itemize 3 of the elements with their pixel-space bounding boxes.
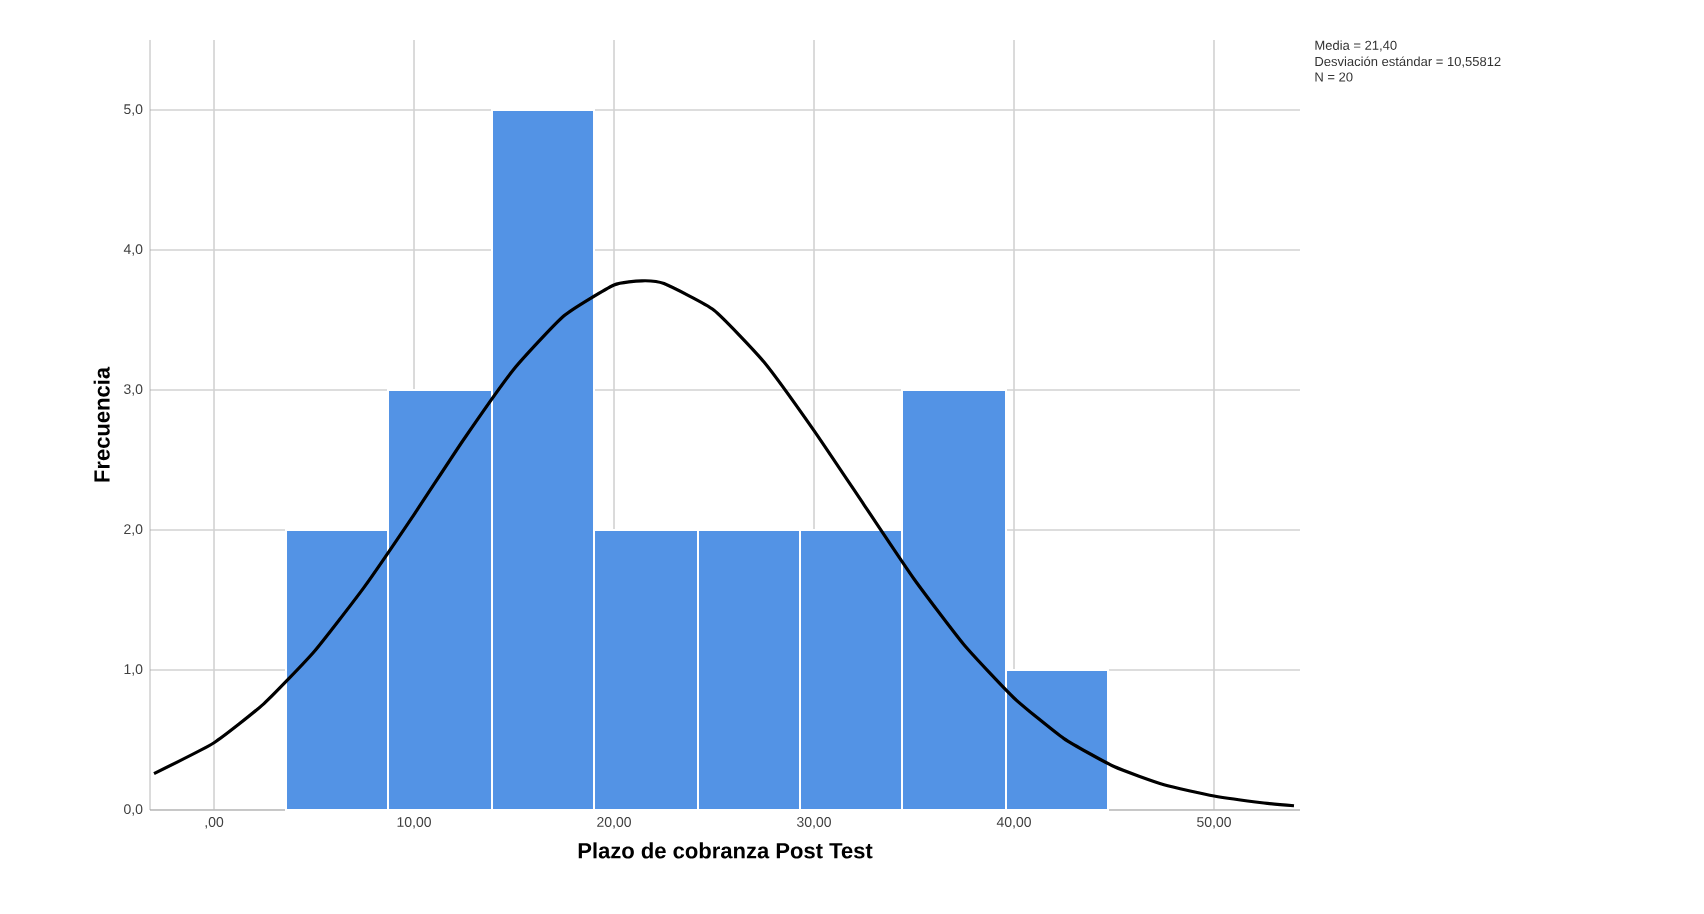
line-series [152, 279, 1296, 808]
x-axis-title: Plazo de cobranza Post Test [578, 842, 873, 859]
y-axis-title: Frecuencia [93, 366, 110, 482]
